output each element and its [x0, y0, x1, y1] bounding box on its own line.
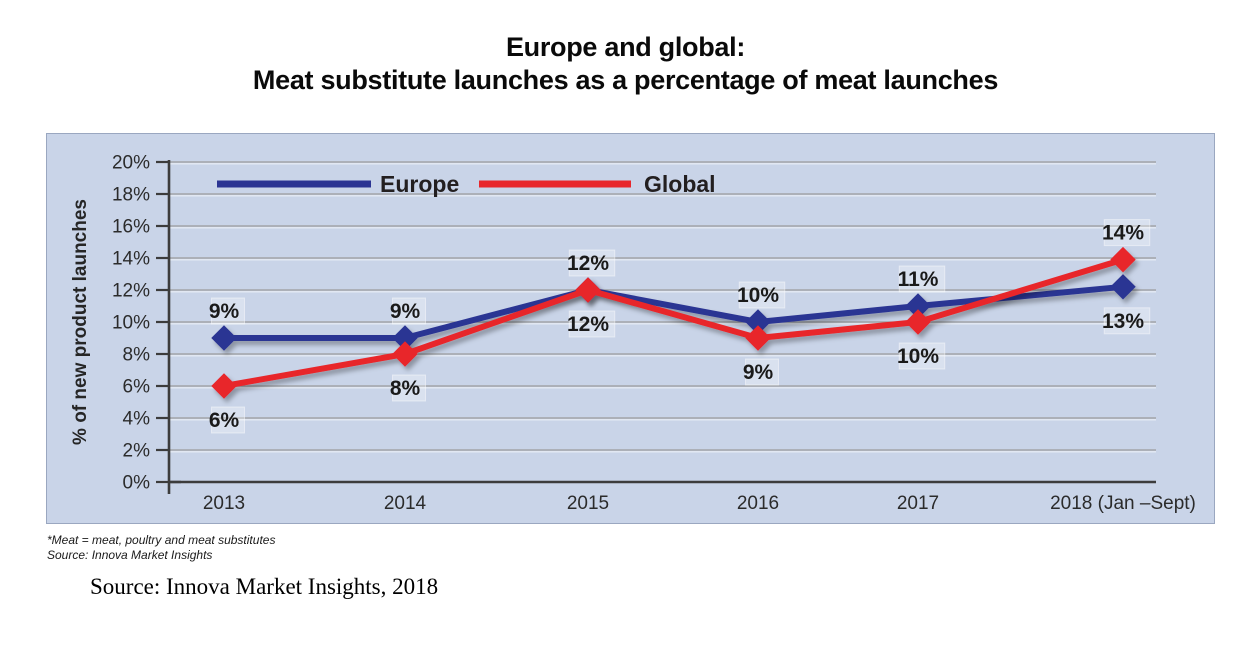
data-point-marker-global [745, 325, 771, 351]
source-caption: Source: Innova Market Insights, 2018 [90, 574, 439, 599]
data-label-global: 8% [390, 377, 421, 400]
footnote-source: Source: Innova Market Insights [47, 548, 213, 562]
y-tick-label: 8% [123, 345, 151, 366]
data-label-bg [738, 281, 786, 309]
x-tick-label: 2018 (Jan –Sept) [1050, 493, 1196, 514]
data-label-global: 12% [567, 313, 609, 336]
data-point-marker-global [392, 341, 418, 367]
data-label-bg [392, 374, 426, 402]
y-tick-label: 10% [112, 313, 150, 334]
y-axis-title: % of new product launches [70, 199, 91, 445]
data-label-bg [745, 358, 779, 386]
data-label-bg [211, 406, 245, 434]
y-tick-label: 2% [123, 441, 151, 462]
data-label-bg [898, 265, 946, 293]
series-global [211, 246, 1136, 399]
data-label-bg [1103, 219, 1151, 247]
legend: Europe Global [217, 171, 716, 197]
data-point-marker-europe [392, 325, 418, 351]
footnote-meat-definition: *Meat = meat, poultry and meat substitut… [47, 533, 276, 547]
data-label-global: 10% [897, 345, 939, 368]
y-tick-label: 18% [112, 185, 150, 206]
y-tick-label: 20% [112, 153, 150, 174]
x-tick-label: 2014 [384, 493, 427, 514]
data-label-bg [568, 310, 616, 338]
chart-panel: 0% 2% 4% 6% 8% 10% 12% 14% 16% 18% 20% 2013 2014 2015… [46, 133, 1215, 524]
y-tick-label: 0% [123, 473, 151, 494]
data-point-marker-global [1110, 246, 1136, 273]
axes: 0% 2% 4% 6% 8% 10% 12% 14% 16% 18% 20% 2013 2014 2015… [112, 153, 1196, 515]
y-tick-label: 12% [112, 281, 150, 302]
gridlines [169, 161, 1156, 453]
data-point-marker-europe [905, 293, 931, 319]
data-label-europe: 10% [737, 284, 779, 307]
chart-footnotes: *Meat = meat, poultry and meat substitut… [47, 533, 275, 563]
data-label-bg [392, 297, 426, 325]
data-label-europe: 9% [390, 300, 421, 323]
chart-title: Europe and global: Meat substitute launc… [0, 31, 1251, 97]
chart-title-line2: Meat substitute launches as a percentage… [252, 65, 999, 95]
data-label-global: 6% [209, 409, 240, 432]
x-tick-label: 2013 [203, 493, 245, 514]
y-tick-label: 4% [123, 409, 151, 430]
data-point-marker-europe [1110, 274, 1136, 300]
data-label-europe: 9% [209, 300, 240, 323]
data-label-bg [211, 297, 245, 325]
y-tick-label: 6% [123, 377, 151, 398]
data-point-marker-global [211, 373, 237, 399]
data-label-bg [898, 342, 946, 370]
y-tick-label: 14% [112, 249, 150, 270]
series-line-global [221, 256, 1126, 389]
data-label-europe: 13% [1102, 310, 1144, 333]
series-line-europe [221, 283, 1126, 341]
data-point-marker-europe [211, 325, 237, 351]
data-label-global: 14% [1102, 222, 1144, 245]
data-labels: 9% 9% 12% 10% 11% 13% 6% 8% 12% 9% 10% 14% [209, 219, 1151, 434]
data-point-marker-global [575, 277, 601, 303]
data-label-global: 9% [743, 361, 774, 384]
x-tick-label: 2016 [737, 493, 779, 514]
x-tick-label: 2017 [897, 493, 939, 514]
legend-label-europe: Europe [380, 171, 459, 197]
data-label-europe: 12% [567, 252, 609, 275]
data-label-bg [568, 249, 616, 277]
data-point-marker-global [905, 309, 931, 335]
y-tick-label: 16% [112, 217, 150, 238]
chart-title-line1: Europe and global: [505, 32, 746, 62]
data-label-europe: 11% [898, 268, 939, 291]
data-label-bg [1103, 307, 1151, 335]
x-tick-label: 2015 [567, 493, 609, 514]
data-point-marker-europe [745, 309, 771, 335]
legend-label-global: Global [644, 171, 716, 197]
chart-canvas: 0% 2% 4% 6% 8% 10% 12% 14% 16% 18% 20% 2013 2014 2015… [70, 153, 1196, 515]
